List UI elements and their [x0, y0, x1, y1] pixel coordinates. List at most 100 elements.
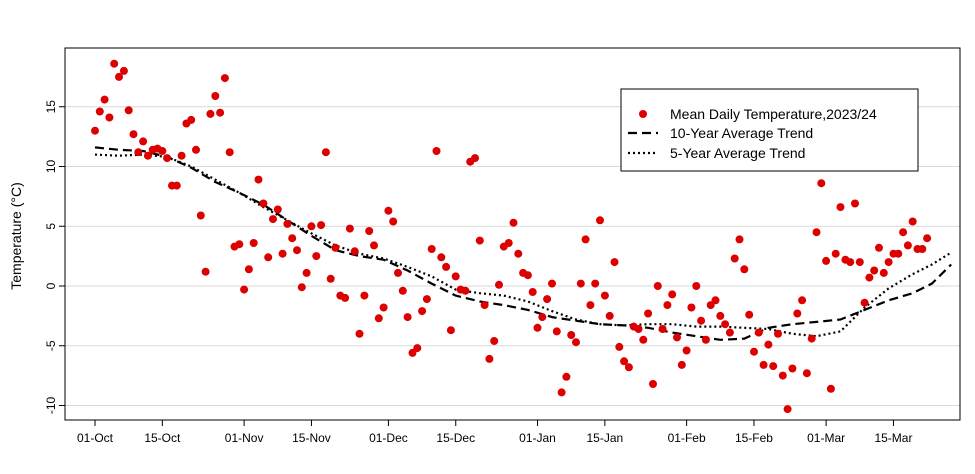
legend-label-points: Mean Daily Temperature,2023/24: [670, 106, 877, 122]
x-tick-label: 01-Feb: [668, 431, 706, 445]
data-point: [370, 241, 378, 250]
data-point: [557, 388, 566, 397]
data-point: [918, 245, 927, 253]
data-point: [764, 340, 773, 349]
data-point: [620, 357, 629, 366]
data-point: [288, 234, 297, 243]
data-point: [326, 274, 335, 283]
data-point: [360, 291, 369, 300]
data-point: [206, 109, 215, 118]
data-point: [860, 298, 869, 307]
data-point: [355, 329, 364, 338]
legend-box: [620, 88, 919, 172]
data-point: [639, 335, 648, 344]
data-point: [721, 320, 730, 329]
data-point: [514, 249, 523, 258]
x-tick-label: 15-Dec: [436, 431, 475, 445]
data-point: [649, 380, 657, 388]
data-point: [663, 301, 672, 310]
data-point: [586, 301, 595, 310]
data-point: [759, 360, 768, 369]
data-point: [682, 346, 691, 355]
data-point: [341, 293, 350, 302]
data-point: [783, 405, 792, 414]
data-point: [124, 106, 133, 115]
x-tick-label: 01-Dec: [369, 431, 408, 445]
data-point: [158, 147, 167, 155]
data-point: [437, 253, 446, 262]
data-point: [249, 239, 258, 247]
data-point: [668, 290, 677, 299]
data-point: [692, 282, 701, 290]
data-point: [572, 338, 580, 347]
data-point: [163, 154, 172, 163]
data-point: [504, 239, 513, 247]
y-tick-label: 10: [44, 160, 58, 174]
data-point: [865, 273, 874, 282]
data-point: [802, 369, 811, 378]
data-point: [264, 253, 273, 262]
data-point: [644, 309, 653, 318]
data-point: [350, 247, 359, 256]
plot-frame: [64, 47, 961, 421]
data-point: [807, 334, 816, 343]
data-point: [528, 288, 537, 296]
data-point: [485, 354, 494, 363]
data-point: [653, 282, 662, 290]
data-point: [240, 285, 249, 294]
data-point: [552, 327, 561, 336]
data-point: [697, 316, 706, 325]
data-point: [196, 211, 205, 220]
data-point: [716, 311, 725, 320]
data-point: [490, 337, 499, 345]
data-point: [269, 215, 277, 224]
data-point: [769, 362, 778, 371]
data-point: [345, 224, 354, 233]
data-point: [538, 313, 547, 322]
data-point: [442, 262, 451, 271]
data-point: [581, 235, 590, 244]
data-point: [172, 181, 181, 190]
data-point: [216, 108, 225, 117]
y-axis-title: Temperature (°C): [8, 182, 24, 290]
data-point: [711, 296, 720, 305]
trend-line-10yr: [94, 146, 952, 341]
data-point: [548, 279, 556, 288]
data-point: [923, 234, 932, 243]
legend: Mean Daily Temperature,2023/24 10-Year A…: [620, 88, 919, 172]
data-point: [879, 268, 888, 277]
data-point: [908, 217, 917, 226]
legend-marker-points: [639, 110, 647, 118]
data-point: [110, 59, 119, 68]
data-point: [750, 347, 758, 356]
data-point: [836, 203, 845, 212]
data-point: [321, 148, 330, 157]
data-point: [105, 113, 114, 122]
data-point: [730, 254, 739, 263]
data-point: [427, 245, 436, 253]
data-point: [220, 74, 229, 83]
x-tick-label: 15-Mar: [874, 431, 912, 445]
data-point: [451, 272, 460, 281]
data-point: [701, 335, 710, 344]
data-point: [576, 279, 585, 288]
y-axis: -10 -5 0 5 10 15: [44, 100, 65, 414]
data-point: [533, 323, 542, 332]
data-point: [471, 154, 479, 163]
data-point: [374, 314, 383, 323]
data-point: [317, 221, 326, 230]
data-point: [100, 95, 109, 104]
gridlines: [65, 106, 960, 406]
data-point: [244, 265, 253, 274]
x-tick-label: 01-Nov: [225, 431, 264, 445]
y-tick-label: 0: [44, 282, 58, 289]
data-point: [225, 148, 234, 157]
data-point: [187, 115, 196, 124]
data-points: [91, 59, 932, 414]
data-point: [851, 199, 859, 208]
data-point: [884, 258, 893, 267]
data-point: [201, 267, 210, 276]
data-point: [273, 205, 282, 214]
data-point: [475, 236, 484, 245]
